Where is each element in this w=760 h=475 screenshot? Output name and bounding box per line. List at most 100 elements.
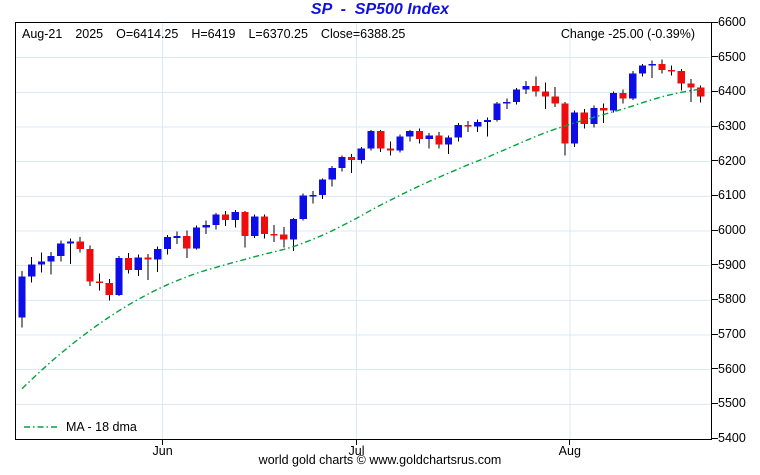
y-axis-label: 6100: [718, 188, 746, 203]
footer-credit: world gold charts © www.goldchartsrus.co…: [258, 453, 502, 467]
candle-down: [377, 131, 385, 149]
candle-up: [396, 136, 404, 151]
candle-down: [386, 148, 395, 151]
y-tick: [712, 21, 718, 23]
candle-up: [231, 211, 239, 220]
candle-down: [658, 63, 666, 70]
info-date: Aug-21: [22, 27, 63, 41]
candle-up: [512, 89, 521, 103]
candle-down: [105, 283, 113, 296]
plot-area: Aug-21 2025 O=6414.25 H=6419 L=6370.25 Close=…: [15, 22, 712, 440]
x-axis-label: Jul: [348, 444, 365, 458]
ma-legend-label: MA - 18 dma: [66, 420, 137, 434]
x-axis-label: Jun: [152, 444, 173, 458]
candle-down: [280, 234, 288, 240]
candle-down: [144, 257, 152, 260]
candle-up: [522, 86, 530, 90]
candle-down: [270, 233, 278, 236]
candle-up: [425, 135, 433, 140]
candle-up: [18, 276, 26, 318]
candle-down: [687, 83, 695, 88]
candle-up: [590, 107, 598, 125]
candle-up: [134, 257, 142, 270]
candle-down: [435, 135, 443, 145]
candle-up: [28, 264, 36, 277]
candle-down: [464, 124, 472, 127]
candle-down: [183, 236, 191, 249]
candle-up: [454, 124, 462, 138]
y-tick: [712, 368, 718, 370]
candle-down: [541, 91, 550, 97]
candle-down: [125, 258, 133, 270]
candle-down: [348, 156, 356, 160]
candle-up: [115, 258, 123, 296]
candle-up: [493, 103, 501, 121]
info-open: O=6414.25: [116, 27, 179, 41]
candle-up: [609, 93, 617, 111]
candle-up: [648, 63, 656, 66]
ohlc-info-bar: Aug-21 2025 O=6414.25 H=6419 L=6370.25 Close=…: [22, 27, 418, 41]
candle-down: [76, 241, 84, 250]
change-readout: Change -25.00 (-0.39%): [560, 27, 695, 41]
y-tick: [712, 229, 718, 231]
x-tick: [569, 440, 571, 445]
candle-up: [163, 237, 172, 250]
candle-down: [677, 70, 685, 84]
candle-up: [173, 236, 181, 238]
info-close: Close=6388.25: [320, 27, 406, 41]
y-axis-label: 6300: [718, 119, 746, 133]
candle-up: [474, 121, 482, 127]
info-low: L=6370.25: [248, 27, 308, 41]
y-axis-label: 5900: [718, 257, 746, 272]
candle-up: [251, 216, 259, 237]
candle-up: [629, 73, 637, 99]
info-high: H=6419: [191, 27, 236, 41]
candle-down: [532, 86, 540, 92]
y-tick: [712, 125, 718, 127]
candle-down: [600, 107, 608, 111]
candle-up: [638, 65, 647, 74]
candle-up: [202, 224, 210, 228]
candle-up: [212, 214, 220, 225]
info-year: 2025: [75, 27, 104, 41]
candle-down: [241, 211, 249, 237]
candle-up: [571, 112, 579, 144]
candle-up: [289, 219, 298, 240]
y-axis-label: 5800: [718, 292, 746, 307]
ma-legend-line: [24, 426, 58, 428]
candle-up: [309, 194, 317, 197]
y-tick: [712, 90, 718, 92]
candle-down: [580, 112, 588, 125]
y-tick: [712, 402, 718, 404]
y-tick: [712, 194, 718, 196]
candle-up: [57, 243, 65, 256]
candle-up: [367, 131, 375, 149]
candle-down: [415, 131, 424, 140]
y-axis-label: 6500: [718, 49, 746, 64]
y-axis-label: 6400: [718, 84, 746, 99]
candle-up: [338, 156, 346, 168]
candle-down: [260, 216, 268, 234]
ma-line: [21, 88, 701, 390]
candle-down: [551, 96, 559, 104]
x-axis-label: Aug: [558, 444, 581, 458]
chart-title: SP - SP500 Index: [310, 1, 450, 18]
candle-up: [503, 102, 511, 104]
candlestick-chart: [16, 23, 711, 439]
y-axis-label: 6000: [718, 223, 746, 237]
candle-up: [444, 137, 453, 145]
y-tick: [712, 333, 718, 335]
candle-up: [154, 249, 162, 260]
candle-up: [406, 131, 414, 137]
candle-down: [667, 69, 676, 72]
candle-up: [357, 148, 365, 160]
y-axis-label: 6600: [718, 15, 746, 29]
y-axis-label: 5700: [718, 327, 746, 341]
candle-down: [95, 281, 104, 283]
candle-down: [619, 93, 627, 99]
candle-down: [561, 103, 569, 144]
candle-up: [299, 195, 307, 220]
candle-up: [66, 241, 75, 244]
candle-up: [318, 179, 327, 195]
